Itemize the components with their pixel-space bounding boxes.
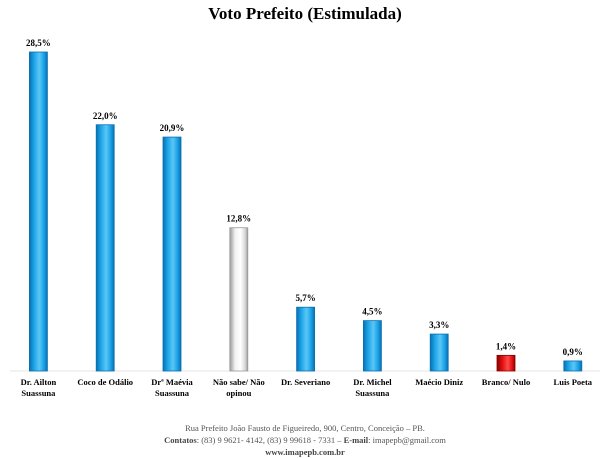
footer-website: www.imapepb.com.br [265,447,345,457]
contacts-label: Contatos [164,435,197,445]
bar-7 [496,354,516,372]
data-label-4: 5,7% [295,293,315,303]
email-value: : imapepb@gmail.com [368,435,446,445]
category-label-1: Coco de Odálio [77,377,133,387]
category-label-5: Dr. Michel Suassuna [353,377,392,398]
category-label-0: Dr. Ailton Suassuna [21,377,57,398]
bar-0 [28,51,48,372]
category-label-4: Dr. Severiano [281,377,330,387]
contacts-value: : (83) 9 9621- 4142, (83) 9 99618 - 7331… [196,435,344,445]
category-label-8: Luis Poeta [554,377,593,387]
data-label-8: 0,9% [563,347,583,357]
bar-3 [229,227,249,372]
footer-contacts: Contatos: (83) 9 9621- 4142, (83) 9 9961… [0,435,610,445]
category-label-3: Não sabe/ Não opinou [213,377,265,398]
bar-4 [296,306,316,372]
bar-8 [563,360,583,372]
email-label: E-mail [343,435,369,445]
bar-6 [429,333,449,372]
data-label-3: 12,8% [226,214,251,224]
data-label-5: 4,5% [362,307,382,317]
data-label-2: 20,9% [160,123,185,133]
footer-address: Rua Prefeito João Fausto de Figueiredo, … [185,423,425,433]
chart-title: Voto Prefeito (Estimulada) [208,4,402,23]
category-label-2: Drª Maévia Suassuna [151,377,193,398]
category-label-7: Branco/ Nulo [482,377,530,387]
bar-1 [95,124,115,372]
category-label-6: Maécio Diniz [415,377,463,387]
data-label-0: 28,5% [26,38,51,48]
data-label-7: 1,4% [496,341,516,351]
data-label-6: 3,3% [429,320,449,330]
bar-2 [162,136,182,372]
data-label-1: 22,0% [93,111,118,121]
bar-5 [362,320,382,372]
